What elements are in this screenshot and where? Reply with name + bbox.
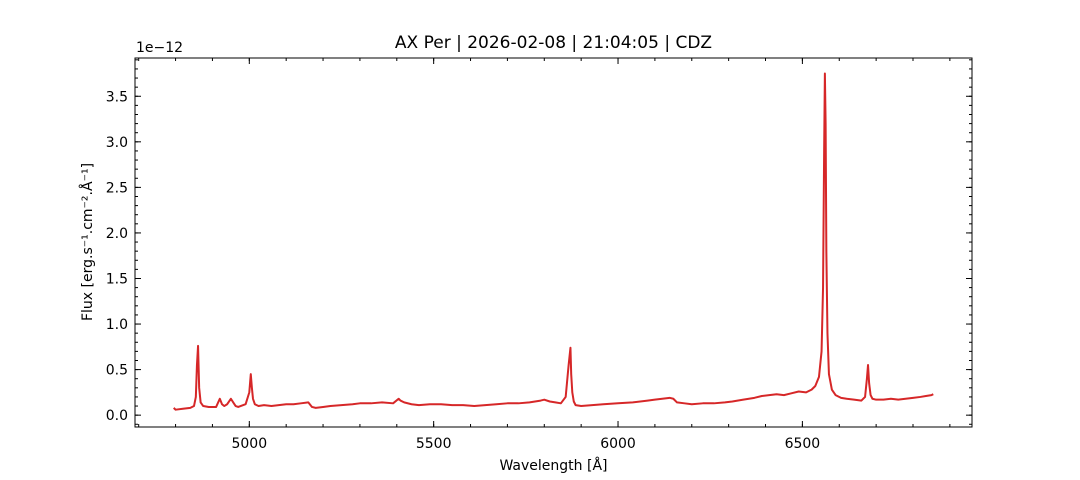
y-tick-label: 3.5 (106, 89, 128, 105)
y-axis: 0.0 0.5 1.0 1.5 2.0 2.5 3.0 3.5 (106, 59, 972, 425)
y-tick-label: 1.5 (106, 271, 128, 287)
y-tick-label: 3.0 (106, 135, 128, 151)
x-tick-label: 5000 (231, 436, 267, 452)
x-tick-label: 5500 (416, 436, 452, 452)
spectrum-line (173, 72, 934, 411)
plot-area (173, 72, 934, 411)
y-tick-label: 1.0 (106, 317, 128, 333)
chart-title: AX Per | 2026-02-08 | 21:04:05 | CDZ (395, 33, 712, 53)
y-tick-label: 2.5 (106, 180, 128, 196)
y-axis-label: Flux [erg.s⁻¹.cm⁻².Å⁻¹] (79, 163, 96, 321)
x-tick-label: 6000 (600, 436, 636, 452)
y-tick-label: 2.0 (106, 226, 128, 242)
plot-frame (134, 57, 973, 428)
y-tick-label: 0.5 (106, 363, 128, 379)
x-axis: 5000 5500 6000 6500 (138, 58, 951, 452)
x-tick-label: 6500 (785, 436, 821, 452)
y-offset-label: 1e−12 (136, 40, 183, 56)
y-tick-label: 0.0 (106, 408, 128, 424)
x-axis-label: Wavelength [Å] (499, 457, 607, 474)
